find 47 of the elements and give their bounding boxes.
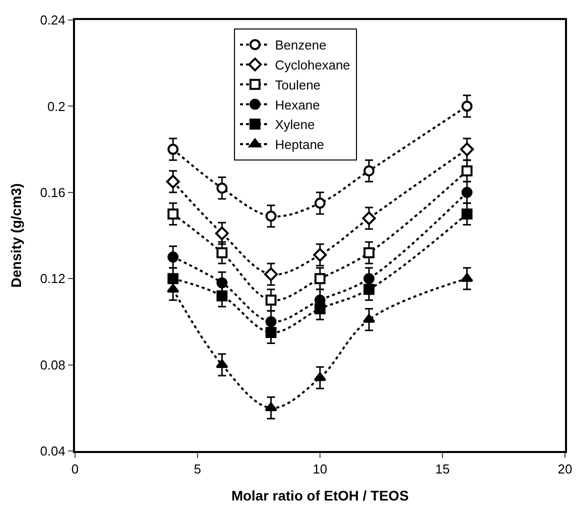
y-axis-title: Density (g/cm3) — [8, 183, 24, 288]
point — [364, 284, 374, 295]
point — [313, 248, 327, 262]
point — [462, 186, 472, 198]
point — [216, 182, 228, 194]
legend-label: Cyclohexane — [275, 58, 350, 73]
point — [166, 284, 180, 293]
point — [216, 247, 228, 258]
point — [216, 290, 228, 302]
y-tick-label: 0.12 — [40, 271, 66, 286]
y-tick-label: 0.2 — [47, 98, 66, 114]
x-tick-label: 20 — [558, 462, 572, 477]
y-tick-label: 0.16 — [40, 184, 66, 200]
point — [314, 198, 326, 209]
point — [314, 303, 326, 314]
point — [264, 402, 278, 412]
point — [462, 165, 472, 176]
x-tick-label: 0 — [71, 462, 79, 477]
y-tick-label: 0.08 — [40, 357, 66, 372]
point — [266, 294, 276, 306]
point — [314, 273, 326, 284]
point — [460, 142, 474, 156]
x-tick-label: 15 — [435, 462, 450, 477]
x-tick-label: 10 — [312, 462, 328, 477]
legend-label: Hexane — [275, 97, 320, 112]
point — [362, 211, 376, 226]
point — [364, 247, 374, 258]
point — [215, 226, 229, 240]
point — [168, 144, 178, 155]
legend-label: Benzene — [275, 38, 326, 53]
point — [264, 267, 278, 282]
point — [266, 326, 276, 338]
x-tick-label: 5 — [194, 462, 202, 477]
point — [364, 165, 374, 176]
point — [462, 100, 472, 112]
legend-label: Toulene — [275, 77, 321, 92]
point — [266, 210, 276, 222]
y-tick-label: 0.24 — [40, 12, 66, 28]
y-tick-label: 0.04 — [40, 444, 66, 459]
point — [216, 359, 228, 368]
legend-label: Xylene — [275, 117, 315, 132]
point — [462, 208, 472, 220]
point — [166, 174, 180, 188]
point — [168, 252, 178, 263]
x-axis-title: Molar ratio of EtOH / TEOS — [231, 487, 409, 504]
legend-label: Heptane — [275, 137, 324, 152]
point — [168, 208, 178, 220]
